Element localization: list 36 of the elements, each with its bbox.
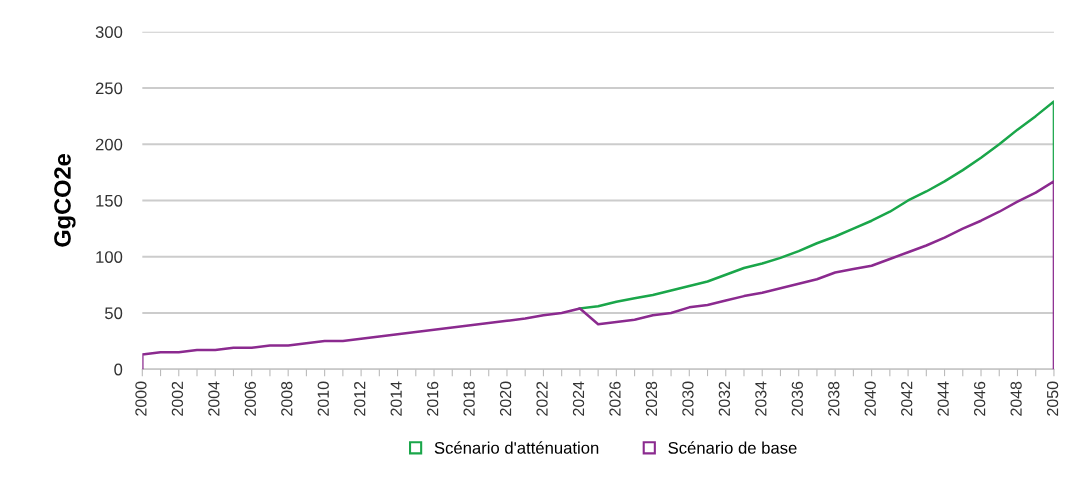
x-tick-label: 2004	[208, 381, 220, 416]
x-tick-label: 2050	[1046, 381, 1059, 416]
y-tick-label: 300	[95, 26, 123, 38]
x-tick-label: 2010	[317, 381, 329, 416]
legend-label: Scénario de base	[668, 441, 797, 454]
x-tick-label: 2034	[755, 381, 767, 416]
x-tick-label: 2014	[390, 381, 402, 416]
x-tick-label: 2030	[682, 381, 694, 416]
x-tick-label: 2026	[609, 381, 621, 416]
x-tick-label: 2048	[1010, 381, 1022, 416]
x-tick-label: 2044	[937, 381, 949, 416]
x-tick-label: 2032	[718, 381, 731, 416]
x-tick-label: 2038	[828, 381, 840, 416]
y-tick-label: 250	[95, 82, 123, 95]
x-tick-label: 2022	[536, 381, 548, 416]
y-tick-label: 200	[95, 138, 123, 151]
x-tick-label: 2046	[974, 381, 986, 416]
x-tick-label: 2018	[463, 381, 475, 416]
y-tick-label: 150	[96, 194, 123, 207]
y-axis-title: GgCO2e	[54, 154, 76, 247]
x-tick-label: 2016	[427, 381, 439, 416]
x-tick-label: 2008	[281, 381, 293, 416]
y-tick-label: 50	[105, 307, 123, 320]
x-tick-label: 2040	[864, 381, 876, 416]
x-tick-label: 2036	[791, 381, 803, 416]
x-tick-label: 2024	[572, 381, 585, 416]
x-tick-label: 2000	[135, 381, 147, 416]
x-tick-label: 2012	[354, 381, 366, 416]
x-tick-label: 2006	[244, 381, 256, 416]
x-tick-label: 2002	[171, 381, 184, 416]
x-tick-label: 2042	[901, 381, 913, 416]
y-tick-label: 100	[96, 251, 123, 263]
x-tick-label: 2028	[645, 381, 658, 416]
x-tick-label: 2020	[499, 381, 512, 416]
y-tick-label: 0	[114, 363, 123, 376]
legend-label: Scénario d'atténuation	[434, 441, 599, 454]
